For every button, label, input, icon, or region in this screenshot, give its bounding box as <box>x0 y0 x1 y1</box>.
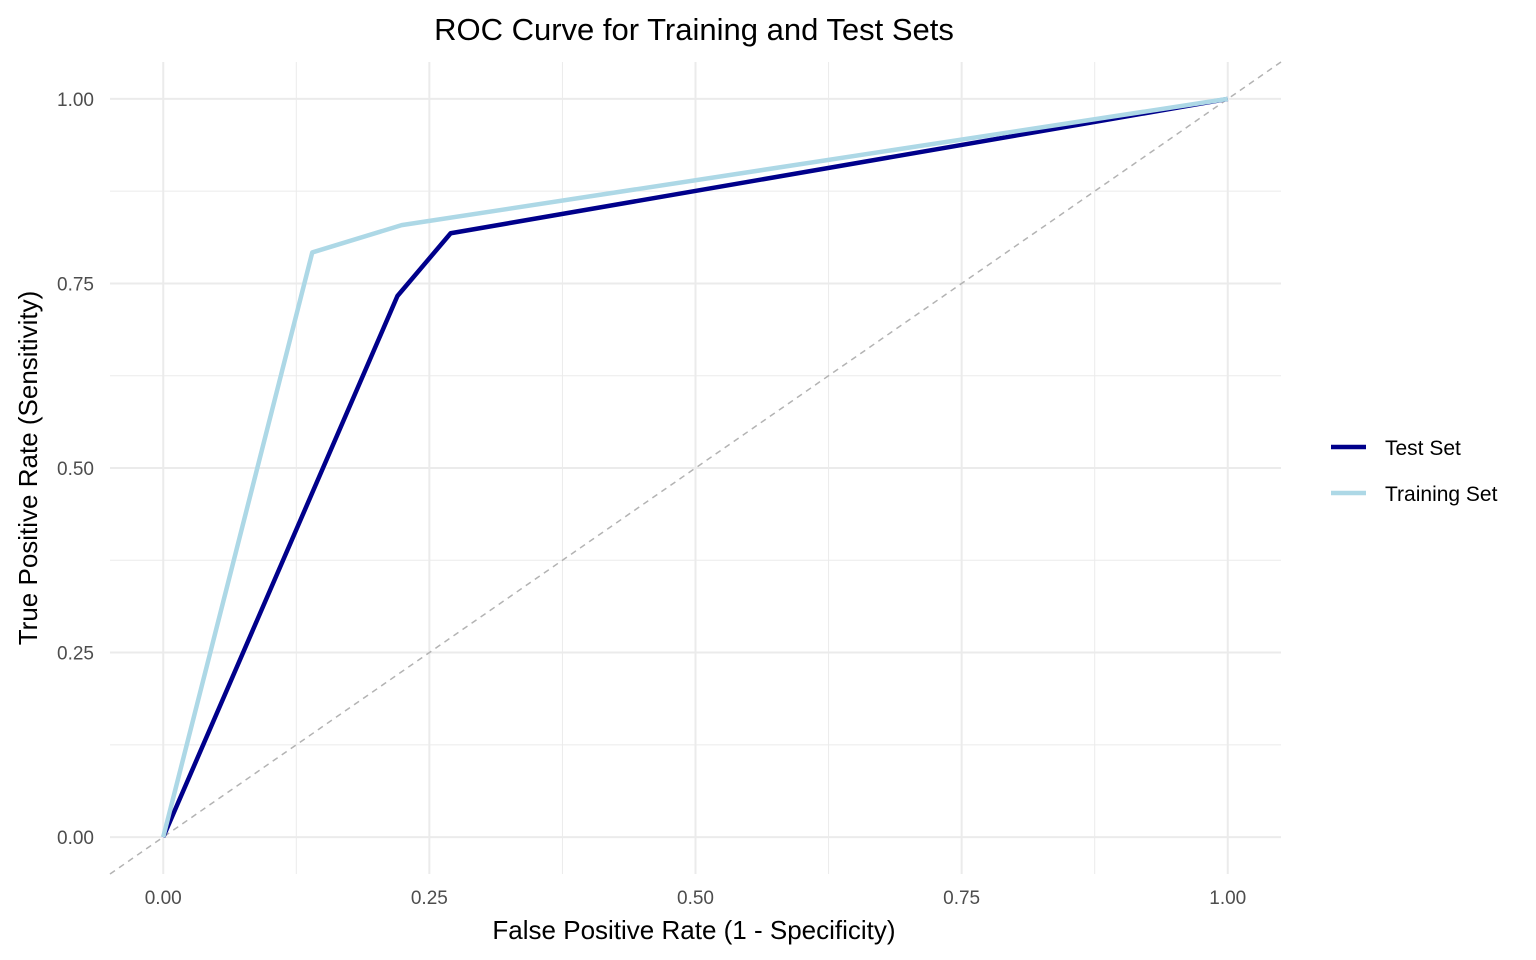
y-tick-label: 0.00 <box>57 828 94 849</box>
y-tick-label: 0.25 <box>57 644 94 665</box>
series-line-test-set <box>161 96 1229 838</box>
y-tick-label: 0.75 <box>57 274 94 295</box>
x-tick-label: 0.00 <box>145 888 182 909</box>
y-axis-title: True Positive Rate (Sensitivity) <box>13 291 43 645</box>
x-tick-label: 0.25 <box>411 888 448 909</box>
x-axis-title: False Positive Rate (1 - Specificity) <box>492 915 895 945</box>
legend-label: Test Set <box>1385 437 1461 460</box>
legend: Test Set Training Set <box>1331 437 1498 506</box>
x-tick-label: 0.75 <box>943 888 980 909</box>
x-tick-label: 1.00 <box>1209 888 1246 909</box>
y-tick-labels: 0.00 0.25 0.50 0.75 1.00 <box>57 90 94 849</box>
y-tick-label: 0.50 <box>57 459 94 480</box>
x-tick-labels: 0.00 0.25 0.50 0.75 1.00 <box>145 888 1247 909</box>
grid <box>110 62 1281 874</box>
chart-title: ROC Curve for Training and Test Sets <box>434 12 954 47</box>
series-group <box>161 96 1229 838</box>
y-tick-label: 1.00 <box>57 90 94 111</box>
x-tick-label: 0.50 <box>677 888 714 909</box>
series-line-training-set <box>161 96 1229 838</box>
legend-label: Training Set <box>1385 483 1498 506</box>
